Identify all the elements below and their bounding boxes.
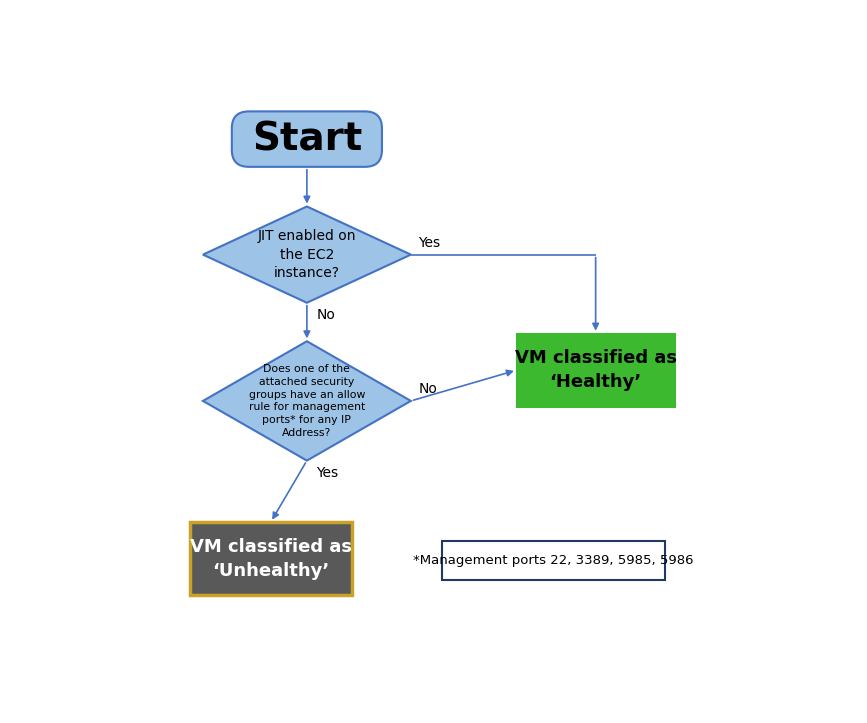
Text: Does one of the
attached security
groups have an allow
rule for management
ports: Does one of the attached security groups… xyxy=(249,364,365,438)
Text: No: No xyxy=(419,382,438,396)
Text: Start: Start xyxy=(251,120,362,158)
Polygon shape xyxy=(203,341,411,461)
FancyBboxPatch shape xyxy=(231,111,382,167)
Text: Yes: Yes xyxy=(419,236,440,250)
Text: No: No xyxy=(316,308,335,322)
Text: VM classified as
‘Unhealthy’: VM classified as ‘Unhealthy’ xyxy=(190,538,352,580)
Polygon shape xyxy=(203,207,411,303)
Text: VM classified as
‘Healthy’: VM classified as ‘Healthy’ xyxy=(515,349,676,391)
FancyBboxPatch shape xyxy=(190,522,351,595)
Text: JIT enabled on
the EC2
instance?: JIT enabled on the EC2 instance? xyxy=(257,229,356,280)
Text: *Management ports 22, 3389, 5985, 5986: *Management ports 22, 3389, 5985, 5986 xyxy=(413,554,694,567)
Text: Yes: Yes xyxy=(316,466,338,480)
FancyBboxPatch shape xyxy=(441,541,665,580)
FancyBboxPatch shape xyxy=(517,333,675,407)
